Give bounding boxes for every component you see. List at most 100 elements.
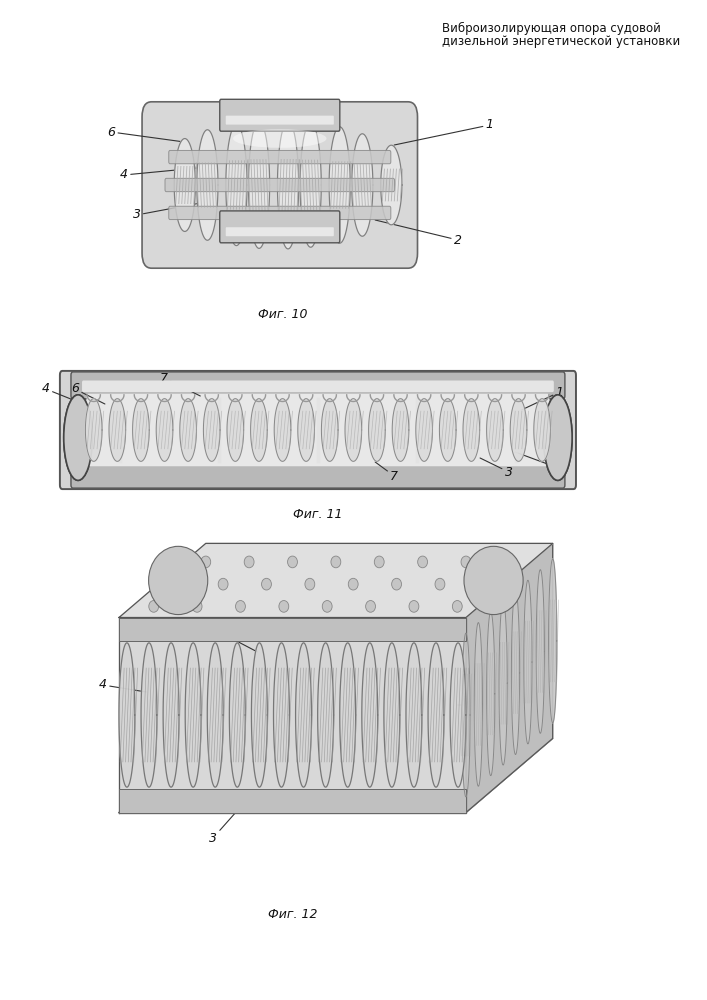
Ellipse shape	[233, 129, 327, 148]
FancyBboxPatch shape	[220, 211, 340, 243]
Polygon shape	[274, 643, 289, 787]
Ellipse shape	[262, 578, 271, 590]
Polygon shape	[329, 127, 350, 243]
FancyBboxPatch shape	[220, 99, 340, 131]
Text: 2: 2	[515, 452, 562, 475]
Polygon shape	[352, 134, 373, 236]
Polygon shape	[119, 618, 466, 641]
Polygon shape	[119, 543, 553, 618]
Text: 7: 7	[340, 562, 385, 592]
Polygon shape	[274, 399, 291, 461]
Ellipse shape	[244, 556, 254, 568]
Text: 6: 6	[216, 626, 257, 652]
FancyBboxPatch shape	[71, 461, 565, 488]
Polygon shape	[156, 399, 173, 461]
Polygon shape	[406, 643, 422, 787]
Text: 1: 1	[378, 574, 449, 604]
Polygon shape	[463, 399, 479, 461]
Ellipse shape	[544, 395, 572, 480]
Text: Фиг. 11: Фиг. 11	[293, 508, 343, 521]
Polygon shape	[163, 643, 179, 787]
Ellipse shape	[305, 578, 315, 590]
Polygon shape	[462, 633, 470, 797]
Text: 3: 3	[133, 200, 216, 222]
Polygon shape	[440, 399, 456, 461]
Polygon shape	[322, 399, 338, 461]
Text: 6: 6	[107, 125, 185, 142]
Polygon shape	[180, 399, 197, 461]
Ellipse shape	[235, 601, 245, 612]
Polygon shape	[362, 643, 378, 787]
Ellipse shape	[148, 601, 158, 612]
Polygon shape	[368, 399, 385, 461]
Ellipse shape	[464, 546, 523, 615]
Ellipse shape	[544, 395, 572, 480]
Polygon shape	[536, 570, 544, 733]
FancyBboxPatch shape	[71, 372, 565, 399]
Ellipse shape	[192, 601, 202, 612]
Polygon shape	[416, 399, 433, 461]
Ellipse shape	[64, 395, 93, 480]
Ellipse shape	[435, 578, 445, 590]
Polygon shape	[450, 643, 466, 787]
Polygon shape	[384, 643, 399, 787]
Polygon shape	[229, 643, 245, 787]
Text: 7: 7	[375, 462, 398, 483]
Polygon shape	[227, 399, 244, 461]
Polygon shape	[340, 643, 356, 787]
Text: 3: 3	[480, 458, 513, 479]
Polygon shape	[248, 122, 269, 248]
Polygon shape	[250, 399, 267, 461]
Polygon shape	[466, 543, 553, 812]
Text: 1: 1	[521, 385, 563, 410]
Polygon shape	[226, 124, 247, 246]
Ellipse shape	[148, 546, 208, 615]
Polygon shape	[207, 643, 223, 787]
Ellipse shape	[366, 601, 375, 612]
Ellipse shape	[452, 601, 462, 612]
Polygon shape	[119, 618, 466, 812]
FancyBboxPatch shape	[169, 150, 391, 164]
Ellipse shape	[392, 578, 402, 590]
FancyBboxPatch shape	[86, 394, 549, 466]
Polygon shape	[524, 580, 532, 744]
FancyBboxPatch shape	[165, 178, 395, 192]
Polygon shape	[185, 643, 201, 787]
Ellipse shape	[374, 556, 384, 568]
Text: 2: 2	[375, 220, 462, 246]
Text: 1: 1	[395, 118, 493, 145]
Polygon shape	[197, 130, 218, 240]
Polygon shape	[345, 399, 362, 461]
Ellipse shape	[479, 578, 489, 590]
FancyBboxPatch shape	[169, 206, 391, 220]
Text: Фиг. 10: Фиг. 10	[258, 308, 308, 321]
Polygon shape	[499, 601, 507, 765]
Text: 4: 4	[99, 678, 146, 692]
Polygon shape	[109, 399, 126, 461]
Polygon shape	[204, 399, 220, 461]
FancyBboxPatch shape	[82, 381, 554, 392]
FancyBboxPatch shape	[226, 227, 334, 236]
Ellipse shape	[504, 556, 514, 568]
Polygon shape	[474, 623, 482, 786]
Polygon shape	[317, 643, 334, 787]
Polygon shape	[486, 399, 503, 461]
Polygon shape	[534, 399, 551, 461]
FancyBboxPatch shape	[60, 371, 576, 489]
Polygon shape	[549, 559, 557, 723]
Ellipse shape	[218, 578, 228, 590]
FancyBboxPatch shape	[226, 116, 334, 125]
Text: дизельной энергетической установки: дизельной энергетической установки	[442, 35, 680, 48]
Polygon shape	[133, 399, 149, 461]
Polygon shape	[296, 643, 312, 787]
Polygon shape	[381, 145, 402, 225]
Text: 6: 6	[71, 382, 105, 404]
Polygon shape	[428, 643, 444, 787]
Polygon shape	[277, 121, 298, 249]
Ellipse shape	[349, 578, 358, 590]
Text: 4: 4	[120, 168, 197, 182]
Ellipse shape	[201, 556, 211, 568]
Polygon shape	[486, 612, 495, 776]
Polygon shape	[300, 123, 321, 247]
Text: 3: 3	[209, 795, 251, 844]
